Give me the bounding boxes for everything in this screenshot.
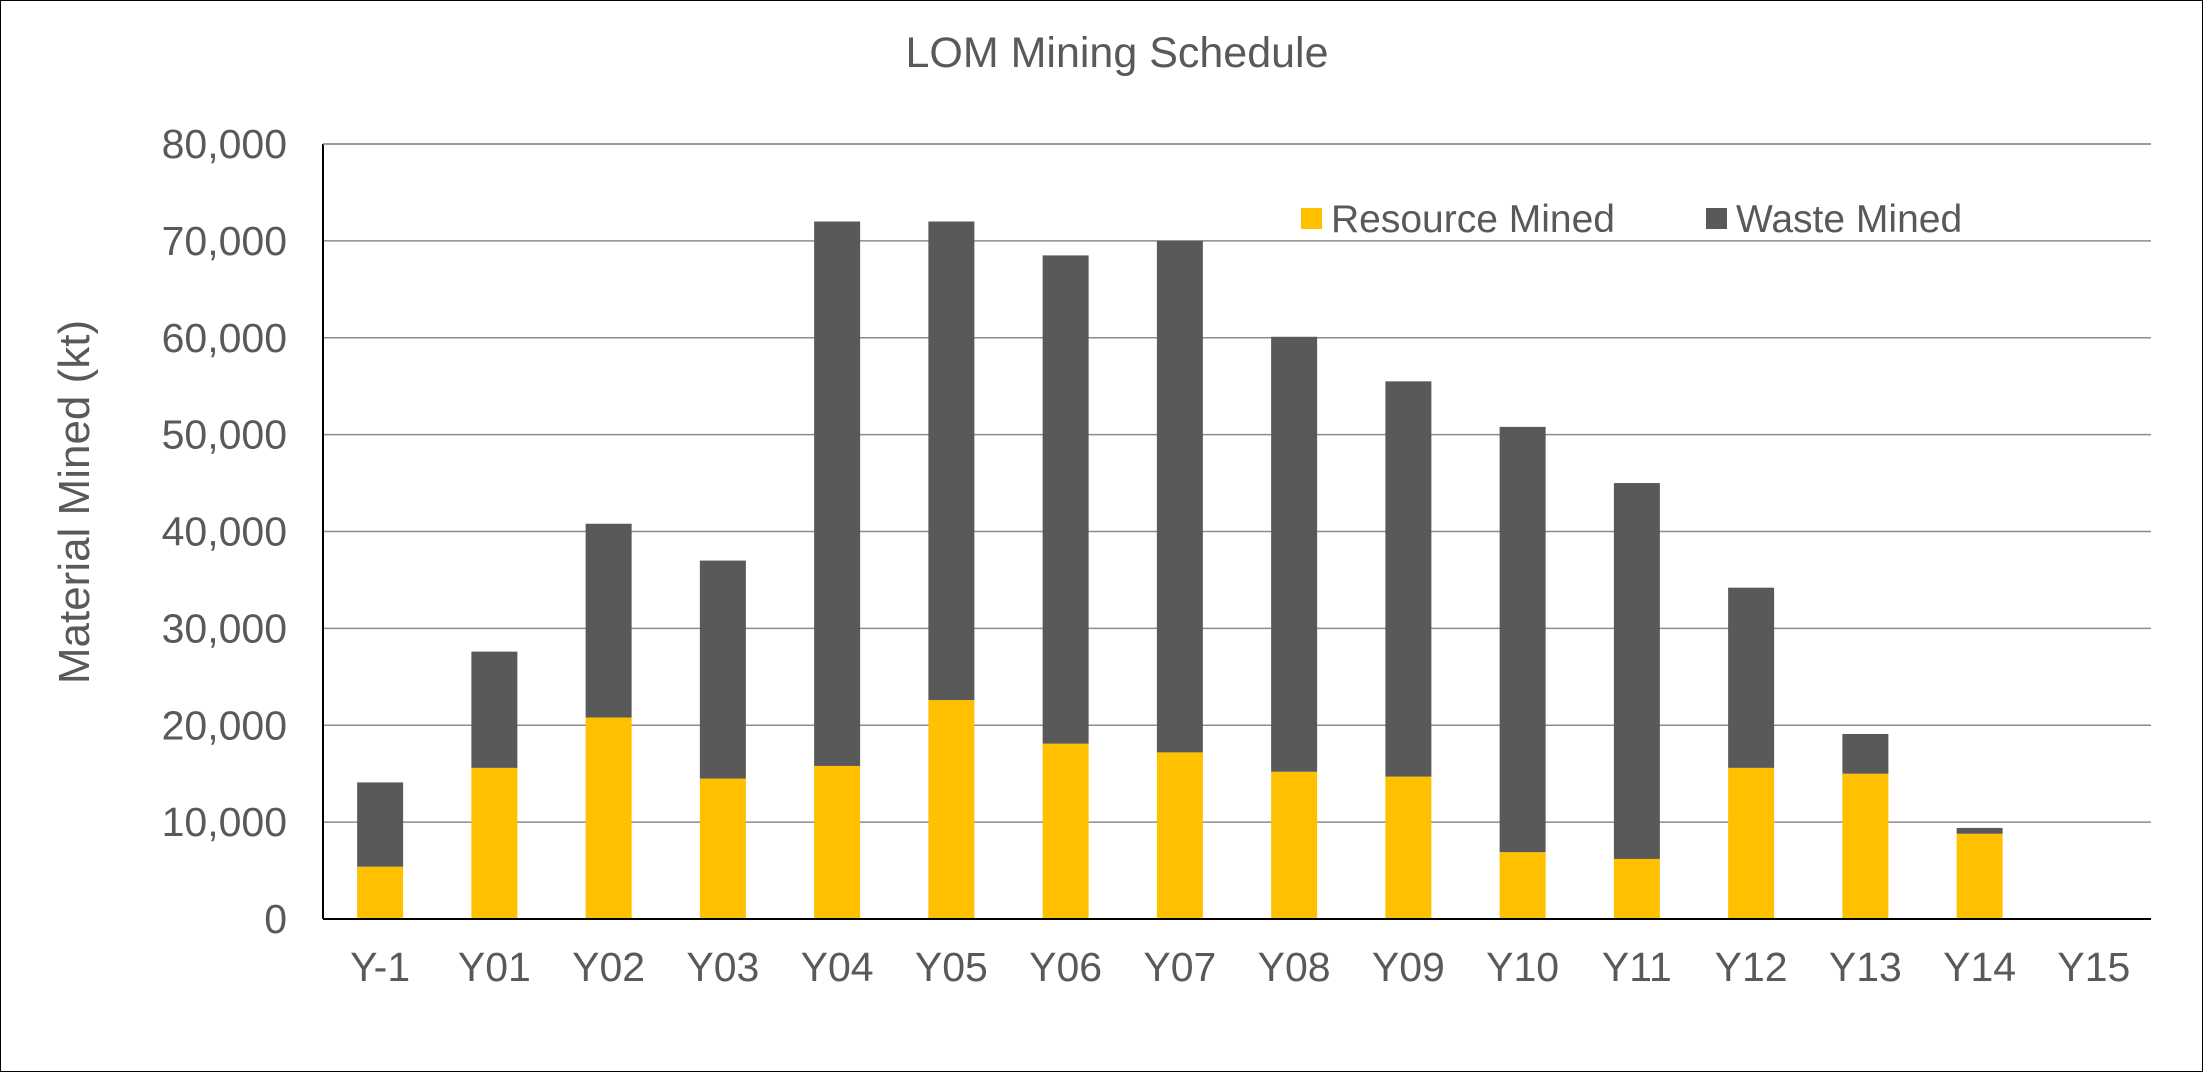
x-tick-label: Y09	[1372, 944, 1445, 990]
waste-bar-y08	[1271, 336, 1318, 772]
waste-bar-y14	[1956, 827, 2003, 834]
waste-bar-y13	[1842, 733, 1889, 774]
x-tick-label: Y06	[1029, 944, 1102, 990]
y-tick-label: 70,000	[162, 218, 287, 264]
x-axis-ticks: Y-1 Y01 Y02 Y03 Y04 Y05 Y06 Y07 Y08 Y09 Y10 Y11 Y12 Y…	[350, 944, 2130, 990]
waste-bar-y11	[1613, 483, 1660, 859]
waste-bar-y07	[1156, 240, 1203, 753]
resource-bar-y04	[814, 765, 861, 919]
waste-bar-y12	[1728, 587, 1775, 768]
resource-bar-y13	[1842, 773, 1889, 919]
x-tick-label: Y11	[1602, 944, 1672, 990]
waste-bar-y01	[471, 651, 518, 768]
y-tick-label: 50,000	[162, 412, 287, 458]
waste-bar-y06	[1042, 255, 1089, 744]
waste-mined-legend-label: Waste Mined	[1736, 198, 1962, 241]
resource-bar-y10	[1499, 852, 1546, 919]
y-tick-label: 80,000	[162, 121, 287, 167]
resource-bar-y02	[585, 717, 632, 919]
waste-bar-y05	[928, 221, 975, 701]
waste-bar-y03	[699, 560, 746, 779]
resource-bar-y11	[1613, 858, 1660, 919]
waste-bar-y10	[1499, 426, 1546, 853]
y-tick-label: 30,000	[162, 605, 287, 651]
waste-bar-y02	[585, 523, 632, 718]
resource-bar-y14	[1956, 833, 2003, 919]
y-tick-label: 0	[264, 896, 287, 942]
x-tick-label: Y03	[686, 944, 759, 990]
x-tick-label: Y08	[1258, 944, 1331, 990]
x-tick-label: Y10	[1486, 944, 1559, 990]
x-tick-label: Y04	[801, 944, 874, 990]
resource-bar-y06	[1042, 743, 1089, 919]
waste-bar-y-1	[357, 782, 404, 867]
x-tick-label: Y02	[572, 944, 645, 990]
waste-bar-y04	[814, 221, 861, 766]
x-tick-label: Y13	[1829, 944, 1902, 990]
axes	[322, 143, 2151, 920]
y-axis-ticks: 0 10,000 20,000 30,000 40,000 50,000 60,000 70,…	[162, 121, 287, 942]
bars	[357, 221, 2003, 919]
y-tick-label: 60,000	[162, 315, 287, 361]
waste-mined-legend-swatch	[1706, 208, 1727, 229]
y-tick-label: 40,000	[162, 509, 287, 555]
resource-bar-y-1	[357, 866, 404, 919]
x-tick-label: Y07	[1143, 944, 1216, 990]
resource-bar-y01	[471, 767, 518, 919]
resource-bar-y08	[1271, 771, 1318, 919]
y-tick-label: 10,000	[162, 799, 287, 845]
legend: Resource Mined Waste Mined	[1301, 198, 1962, 241]
resource-bar-y09	[1385, 776, 1432, 919]
y-tick-label: 20,000	[162, 702, 287, 748]
x-tick-label: Y05	[915, 944, 988, 990]
resource-bar-y05	[928, 700, 975, 919]
waste-bar-y09	[1385, 381, 1432, 777]
y-axis-title: Material Mined (kt)	[50, 320, 99, 684]
x-tick-label: Y14	[1943, 944, 2016, 990]
x-tick-label: Y12	[1715, 944, 1788, 990]
resource-mined-legend-swatch	[1301, 208, 1322, 229]
x-tick-label: Y01	[458, 944, 531, 990]
resource-bar-y07	[1156, 752, 1203, 919]
resource-mined-legend-label: Resource Mined	[1331, 198, 1615, 241]
chart-title: LOM Mining Schedule	[905, 29, 1328, 77]
resource-bar-y03	[699, 778, 746, 919]
resource-bar-y12	[1728, 767, 1775, 919]
x-tick-label: Y15	[2057, 944, 2130, 990]
x-tick-label: Y-1	[350, 944, 410, 990]
